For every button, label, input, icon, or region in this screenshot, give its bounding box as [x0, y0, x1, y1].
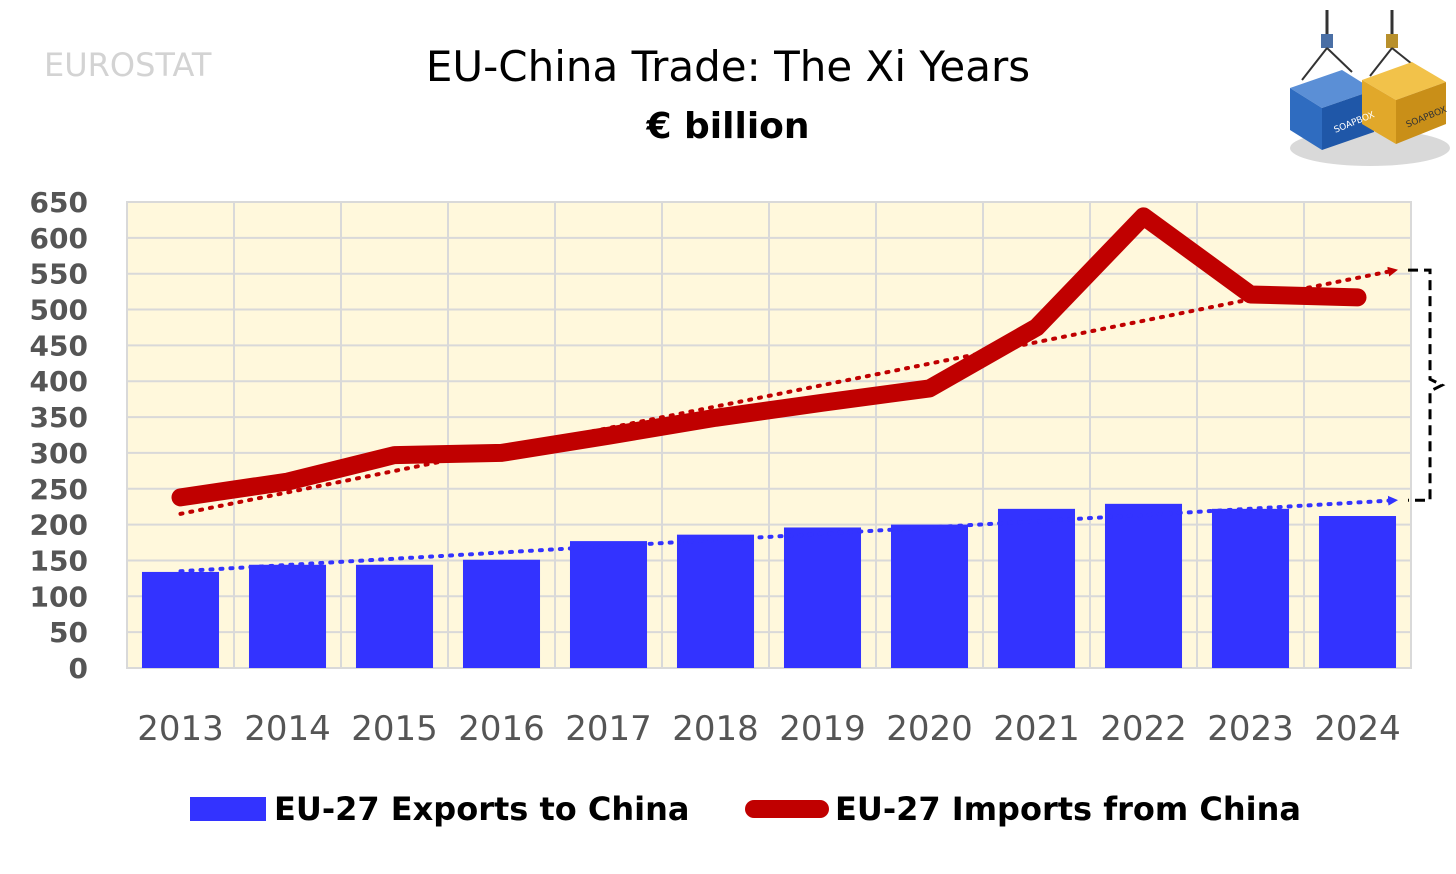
trendlines	[178, 266, 1399, 574]
chart-title: EU-China Trade: The Xi Years	[425, 42, 1031, 91]
x-tick-label: 2015	[351, 709, 438, 749]
x-tick-label: 2023	[1207, 709, 1294, 749]
legend-swatch-imports	[745, 800, 829, 818]
y-tick-label: 50	[49, 616, 88, 649]
gridlines	[126, 201, 1412, 669]
legend-label-exports: EU-27 Exports to China	[274, 790, 690, 828]
y-tick-label: 650	[30, 186, 88, 219]
y-tick-label: 450	[30, 329, 88, 362]
x-tick-label: 2022	[1100, 709, 1187, 749]
legend-item-exports: EU-27 Exports to China	[190, 790, 689, 828]
export-bar	[997, 508, 1076, 668]
y-tick-label: 600	[30, 222, 88, 255]
y-tick-label: 150	[30, 544, 88, 577]
x-tick-label: 2021	[993, 709, 1080, 749]
y-tick-label: 500	[30, 294, 88, 327]
exports-trendline	[178, 495, 1399, 574]
export-bar	[355, 564, 434, 668]
import-line	[171, 207, 1367, 507]
export-bar	[248, 564, 327, 668]
x-tick-label: 2013	[137, 709, 224, 749]
y-tick-label: 250	[30, 473, 88, 506]
x-tick-label: 2017	[565, 709, 652, 749]
x-axis: 2013 2014 2015 2016 2017 2018 2019 2020 2021 2022…	[137, 709, 1401, 749]
x-tick-label: 2024	[1314, 709, 1401, 749]
y-tick-label: 350	[30, 401, 88, 434]
x-tick-label: 2020	[886, 709, 973, 749]
legend-label-imports: EU-27 Imports from China	[835, 790, 1301, 828]
export-bar	[783, 527, 862, 668]
y-tick-label: 0	[69, 652, 88, 685]
export-bar	[1318, 516, 1397, 668]
legend-item-imports: EU-27 Imports from China	[745, 790, 1301, 828]
y-tick-label: 300	[30, 437, 88, 470]
y-tick-label: 400	[30, 365, 88, 398]
export-bar	[1211, 508, 1290, 668]
imports-trendline	[178, 266, 1399, 516]
y-tick-label: 200	[30, 509, 88, 542]
export-bar	[676, 534, 755, 668]
export-bar	[462, 559, 541, 668]
export-bar	[1104, 503, 1183, 668]
legend: EU-27 Exports to China EU-27 Imports fro…	[0, 790, 1456, 840]
x-tick-label: 2014	[244, 709, 331, 749]
chart-subtitle: € billion	[646, 106, 810, 147]
x-tick-label: 2018	[672, 709, 759, 749]
export-bar	[141, 571, 220, 668]
source-label: EUROSTAT	[44, 46, 212, 84]
y-tick-label: 100	[30, 580, 88, 613]
gap-bracket	[1408, 268, 1446, 502]
export-bar	[890, 524, 969, 668]
export-bar	[569, 541, 648, 668]
x-tick-label: 2019	[779, 709, 866, 749]
x-tick-label: 2016	[458, 709, 545, 749]
y-tick-label: 550	[30, 258, 88, 291]
soapbox-logo: SOAPBOX SOAPBOX	[1290, 10, 1450, 166]
imports-line	[171, 207, 1367, 507]
export-bars	[141, 503, 1397, 668]
legend-swatch-exports	[190, 797, 266, 821]
